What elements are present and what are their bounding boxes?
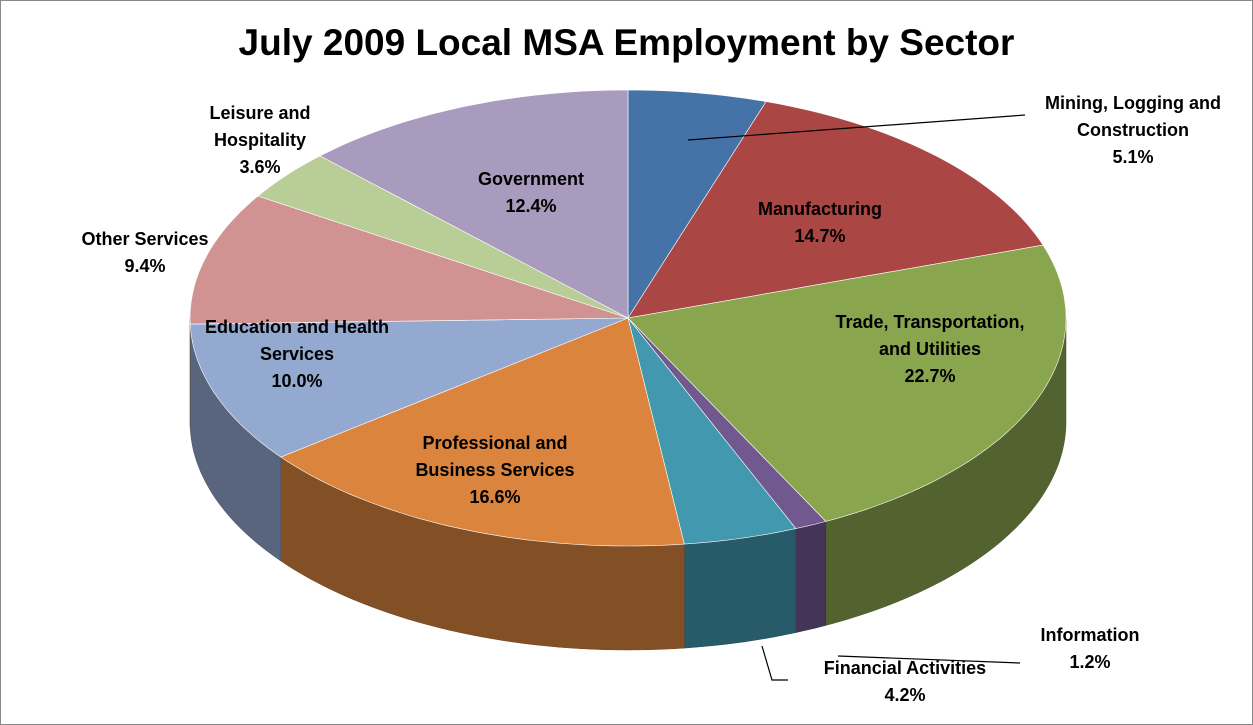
slice [257,155,629,319]
data-label: Trade, Transportation, and Utilities 22.7… [825,309,1035,390]
slice [627,101,1044,319]
data-label: Financial Activities 4.2% [795,655,1015,709]
value-label: 4.2% [884,685,926,705]
category-label: Leisure and Hospitality [209,103,311,150]
category-label: Trade, Transportation, and Utilities [835,312,1025,359]
value-label: 1.2% [1069,652,1111,672]
leader-line [687,114,1026,141]
category-label: Professional and Business Services [415,433,575,480]
data-label: Information 1.2% [1015,622,1165,676]
slice-side [795,521,827,633]
leader-line [761,645,788,681]
slice [627,244,1067,522]
slice-side [684,528,797,649]
value-label: 5.1% [1112,147,1154,167]
value-label: 12.4% [505,196,557,216]
slice [189,195,629,325]
data-label: Professional and Business Services 16.6% [380,430,610,511]
value-label: 14.7% [794,226,846,246]
data-label: Mining, Logging and Construction 5.1% [1013,90,1253,171]
category-label: Government [477,169,585,189]
value-label: 10.0% [271,371,323,391]
leader-line [837,655,1021,664]
data-label: Education and Health Services 10.0% [197,314,397,395]
slice [627,89,767,320]
data-label: Leisure and Hospitality 3.6% [190,100,330,181]
data-label: Government 12.4% [451,166,611,220]
category-label: Information [1040,625,1140,645]
slice [280,317,685,547]
category-label: Manufacturing [758,199,882,219]
chart-title: July 2009 Local MSA Employment by Sector [238,22,1015,63]
data-label: Other Services 9.4% [45,226,245,280]
category-label: Financial Activities [823,658,987,678]
value-label: 22.7% [904,366,956,386]
slice [189,317,629,458]
data-label: Manufacturing 14.7% [720,196,920,250]
slice [319,89,629,319]
category-label: Mining, Logging and Construction [1045,93,1221,140]
value-label: 9.4% [124,256,166,276]
value-label: 16.6% [469,487,521,507]
category-label: Other Services [81,229,209,249]
category-label: Education and Health Services [204,317,390,364]
slice [627,317,797,545]
value-label: 3.6% [239,157,281,177]
